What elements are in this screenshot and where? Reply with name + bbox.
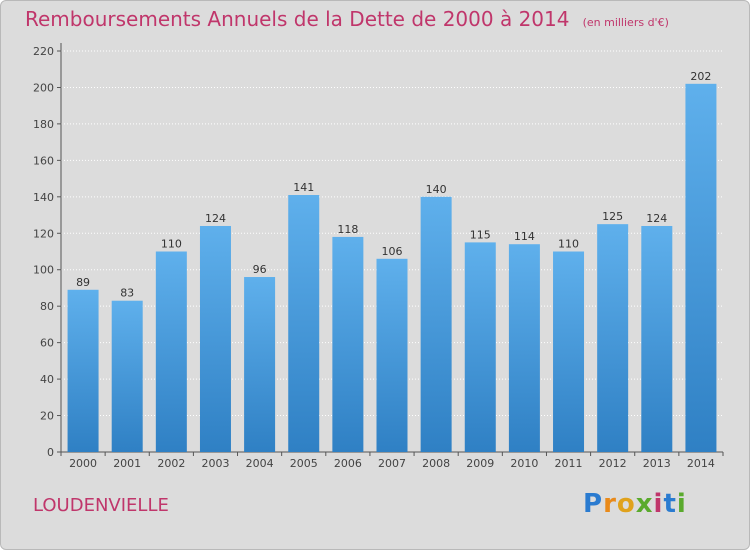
y-tick-label: 140: [33, 191, 54, 204]
bar: [508, 244, 540, 452]
bar-value-label: 110: [161, 238, 182, 251]
bar: [420, 196, 452, 452]
bar-value-label: 141: [293, 181, 314, 194]
x-tick-label: 2014: [687, 457, 715, 470]
bar-value-label: 125: [602, 210, 623, 223]
bar: [288, 194, 320, 452]
y-tick-label: 160: [33, 154, 54, 167]
y-tick-label: 80: [40, 300, 54, 313]
bar-value-label: 140: [426, 183, 447, 196]
x-tick-label: 2005: [290, 457, 318, 470]
y-tick-label: 220: [33, 45, 54, 58]
y-tick-label: 60: [40, 337, 54, 350]
bar: [641, 225, 673, 452]
proxiti-logo: Proxiti: [583, 489, 687, 519]
bar-value-label: 83: [120, 287, 134, 300]
bar-value-label: 115: [470, 228, 491, 241]
bar-value-label: 114: [514, 230, 535, 243]
y-tick-label: 40: [40, 373, 54, 386]
place-name: LOUDENVIELLE: [33, 495, 169, 516]
x-tick-label: 2013: [643, 457, 671, 470]
bar-value-label: 89: [76, 276, 90, 289]
y-tick-label: 200: [33, 81, 54, 94]
y-tick-label: 20: [40, 410, 54, 423]
x-tick-label: 2012: [599, 457, 627, 470]
bar: [376, 258, 408, 452]
y-tick-label: 100: [33, 264, 54, 277]
y-tick-label: 0: [47, 446, 54, 459]
bar: [685, 83, 717, 453]
x-tick-label: 2000: [69, 457, 97, 470]
bar: [244, 277, 276, 452]
y-tick-label: 180: [33, 118, 54, 131]
x-tick-label: 2002: [157, 457, 185, 470]
bar: [111, 300, 143, 452]
chart-title: Remboursements Annuels de la Dette de 20…: [25, 7, 570, 31]
bar-value-label: 124: [646, 212, 667, 225]
bar: [67, 289, 99, 452]
bar-value-label: 106: [382, 245, 403, 258]
x-tick-label: 2001: [113, 457, 141, 470]
bar: [155, 251, 187, 452]
bar-value-label: 124: [205, 212, 226, 225]
title-row: Remboursements Annuels de la Dette de 20…: [25, 7, 669, 31]
x-tick-label: 2007: [378, 457, 406, 470]
bar-value-label: 202: [690, 70, 711, 83]
x-tick-label: 2011: [555, 457, 583, 470]
bar: [199, 225, 231, 452]
bar: [597, 224, 629, 452]
bar-value-label: 110: [558, 238, 579, 251]
bar: [464, 242, 496, 452]
bar-value-label: 96: [253, 263, 267, 276]
x-tick-label: 2009: [466, 457, 494, 470]
x-tick-label: 2003: [201, 457, 229, 470]
x-tick-label: 2004: [246, 457, 274, 470]
chart-subtitle: (en milliers d'€): [582, 16, 669, 29]
bar: [553, 251, 585, 452]
x-tick-label: 2006: [334, 457, 362, 470]
bar-value-label: 118: [337, 223, 358, 236]
x-tick-label: 2010: [510, 457, 538, 470]
y-tick-label: 120: [33, 227, 54, 240]
x-tick-label: 2008: [422, 457, 450, 470]
bar: [332, 236, 364, 452]
